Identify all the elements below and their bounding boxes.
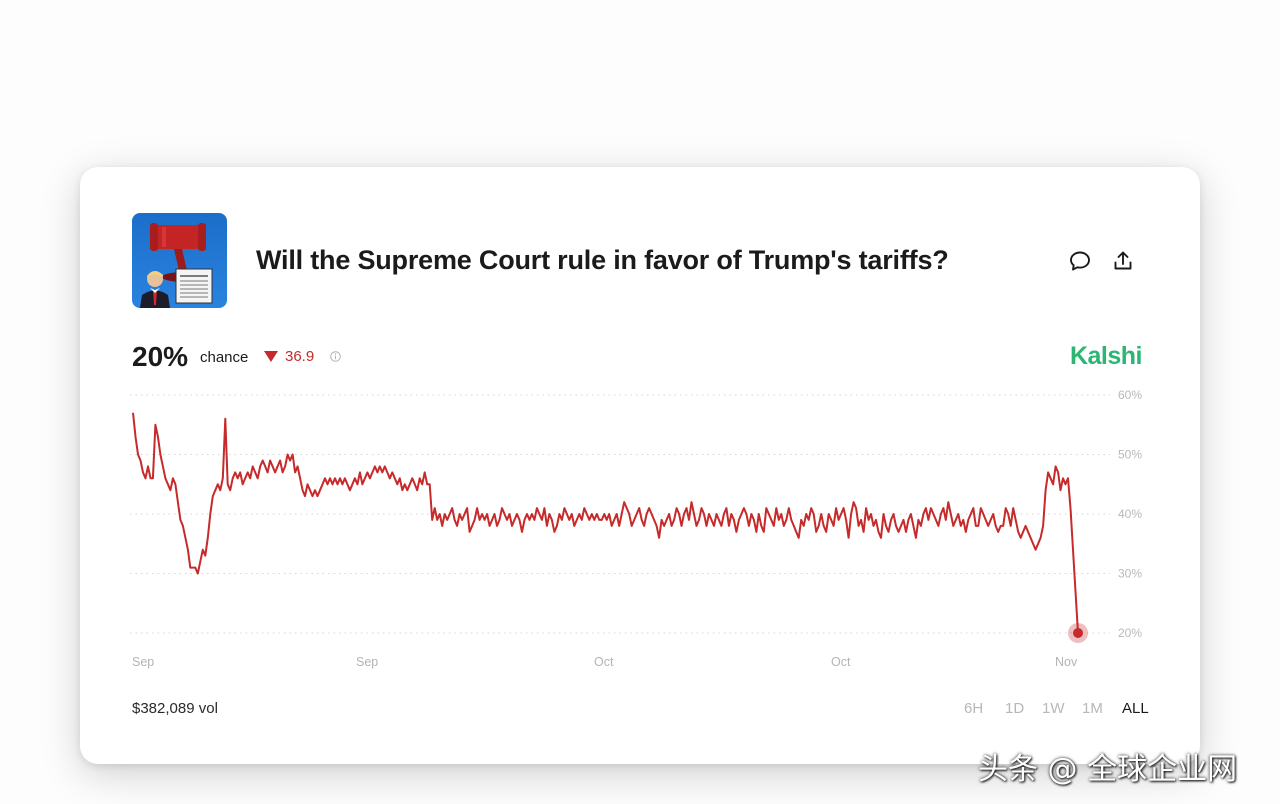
- range-1m-button[interactable]: 1M: [1082, 700, 1103, 717]
- x-tick-label: Sep: [132, 655, 154, 669]
- chance-label: chance: [200, 349, 249, 366]
- y-tick-label: 40%: [1118, 507, 1142, 521]
- probability-change: 36.9: [285, 348, 315, 365]
- range-1w-button[interactable]: 1W: [1042, 700, 1065, 717]
- price-history-chart[interactable]: 60% 50% 40% 30% 20% Sep Sep Oct Oct Nov: [80, 167, 1200, 687]
- trade-volume: $382,089 vol: [132, 700, 218, 717]
- market-title: Will the Supreme Court rule in favor of …: [256, 245, 949, 275]
- range-1d-button[interactable]: 1D: [1005, 700, 1025, 717]
- y-tick-label: 30%: [1118, 567, 1142, 581]
- market-card: Will the Supreme Court rule in favor of …: [80, 167, 1200, 764]
- x-tick-label: Sep: [356, 655, 378, 669]
- x-axis-ticks: Sep Sep Oct Oct Nov: [132, 655, 1078, 669]
- gavel-and-trump-thumbnail: [132, 213, 227, 308]
- y-tick-label: 60%: [1118, 388, 1142, 402]
- current-price-marker[interactable]: [1073, 628, 1083, 638]
- current-probability: 20%: [132, 341, 189, 372]
- kalshi-logo[interactable]: Kalshi: [1069, 342, 1143, 370]
- range-all-button[interactable]: ALL: [1122, 700, 1149, 717]
- info-icon[interactable]: [330, 351, 341, 362]
- y-tick-label: 20%: [1118, 626, 1142, 640]
- range-6h-button[interactable]: 6H: [964, 700, 984, 717]
- x-tick-label: Oct: [831, 655, 851, 669]
- comment-icon: [1070, 251, 1090, 271]
- x-tick-label: Nov: [1055, 655, 1078, 669]
- market-thumbnail[interactable]: [132, 213, 227, 308]
- x-tick-label: Oct: [594, 655, 614, 669]
- y-tick-label: 50%: [1118, 448, 1142, 462]
- price-series-line: [132, 412, 1079, 634]
- share-icon: [1114, 251, 1132, 270]
- share-button[interactable]: [1111, 249, 1135, 273]
- watermark: 头条 @ 全球企业网: [978, 752, 1238, 787]
- y-axis-ticks: 60% 50% 40% 30% 20%: [1118, 388, 1142, 640]
- comment-button[interactable]: [1068, 249, 1092, 273]
- down-arrow-icon: [264, 351, 278, 362]
- chart-grid: [130, 394, 1110, 634]
